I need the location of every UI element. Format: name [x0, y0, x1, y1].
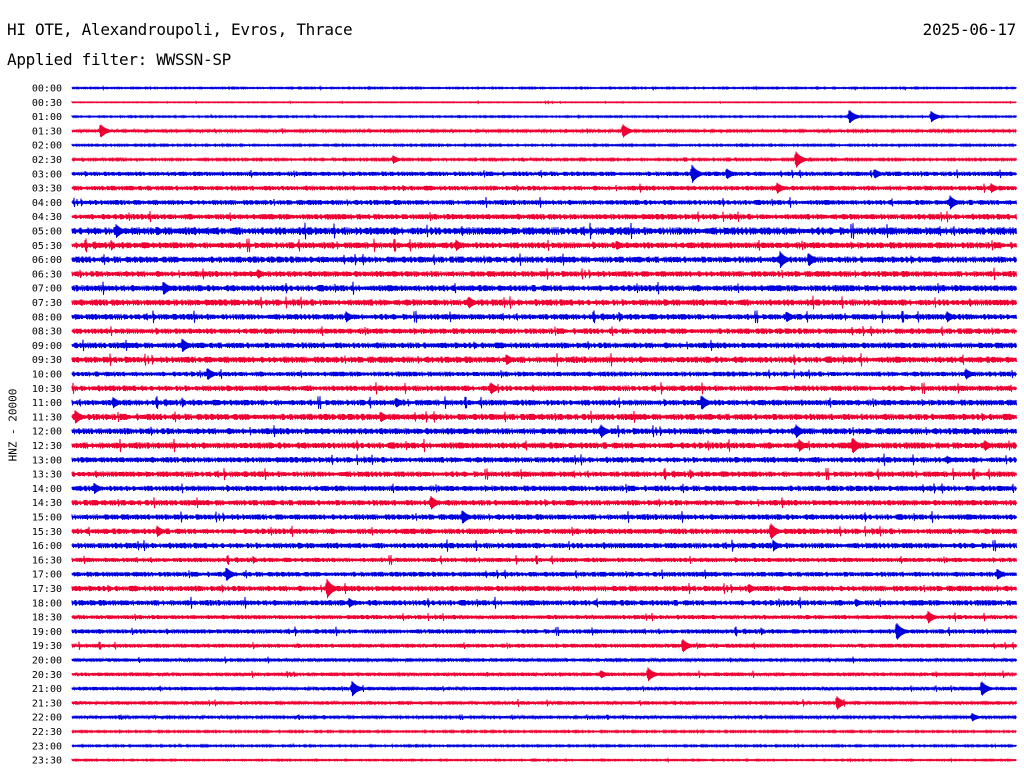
- time-label: 18:30: [32, 613, 62, 624]
- seismic-trace: [71, 623, 1017, 640]
- time-label: 07:30: [32, 298, 62, 309]
- time-label: 16:30: [32, 555, 62, 566]
- time-label: 05:00: [32, 227, 62, 238]
- time-label: 22:30: [32, 727, 62, 738]
- time-label: 18:00: [32, 598, 62, 609]
- seismic-trace: [71, 211, 1017, 223]
- plot-date: 2025-06-17: [922, 20, 1017, 39]
- time-label: 01:30: [32, 126, 62, 137]
- time-label: 10:00: [32, 370, 62, 381]
- seismic-trace: [71, 578, 1017, 599]
- seismic-trace: [71, 596, 1017, 609]
- time-label: 21:30: [32, 698, 62, 709]
- seismic-trace: [71, 510, 1017, 524]
- station-title: HI OTE, Alexandroupoli, Evros, Thrace: [7, 20, 353, 39]
- time-label: 16:00: [32, 541, 62, 552]
- time-label: 07:00: [32, 284, 62, 295]
- seismic-trace: [71, 610, 1017, 624]
- time-label: 23:30: [32, 756, 62, 767]
- time-label: 13:00: [32, 455, 62, 466]
- filter-label: Applied filter: WWSSN-SP: [7, 50, 231, 69]
- seismic-trace: [71, 326, 1017, 337]
- time-label: 10:30: [32, 384, 62, 395]
- time-label: 15:30: [32, 527, 62, 538]
- seismic-trace: [71, 164, 1017, 183]
- time-label: 02:00: [32, 141, 62, 152]
- seismic-trace: [71, 395, 1017, 410]
- time-label: 03:30: [32, 184, 62, 195]
- time-label: 14:30: [32, 498, 62, 509]
- seismic-trace: [71, 222, 1017, 240]
- time-label: 04:30: [32, 212, 62, 223]
- time-label: 09:00: [32, 341, 62, 352]
- seismic-trace: [71, 410, 1017, 424]
- time-label: 08:30: [32, 327, 62, 338]
- time-label: 17:00: [32, 570, 62, 581]
- time-label: 19:30: [32, 641, 62, 652]
- time-label: 11:30: [32, 412, 62, 423]
- seismic-trace: [71, 453, 1017, 466]
- seismic-trace: [71, 656, 1017, 664]
- time-label: 22:00: [32, 713, 62, 724]
- time-label: 09:30: [32, 355, 62, 366]
- time-label: 06:00: [32, 255, 62, 266]
- seismic-trace: [71, 368, 1017, 380]
- time-label: 20:00: [32, 656, 62, 667]
- time-label: 06:30: [32, 269, 62, 280]
- seismic-trace: [71, 539, 1017, 552]
- time-label: 19:00: [32, 627, 62, 638]
- time-label: 05:30: [32, 241, 62, 252]
- seismic-trace: [71, 554, 1017, 565]
- seismic-trace: [71, 238, 1017, 253]
- time-label: 03:00: [32, 169, 62, 180]
- seismic-trace: [71, 567, 1017, 581]
- time-label: 17:30: [32, 584, 62, 595]
- time-label: 21:00: [32, 684, 62, 695]
- time-label: 12:00: [32, 427, 62, 438]
- time-label: 12:30: [32, 441, 62, 452]
- seismic-trace: [71, 382, 1017, 395]
- seismic-trace: [71, 523, 1017, 540]
- seismic-trace: [71, 281, 1017, 295]
- time-label: 14:00: [32, 484, 62, 495]
- seismic-trace: [71, 267, 1017, 281]
- time-label: 20:30: [32, 670, 62, 681]
- seismic-trace: [71, 495, 1017, 510]
- seismic-trace: [71, 437, 1017, 454]
- time-label: 00:30: [32, 98, 62, 109]
- time-label: 01:00: [32, 112, 62, 123]
- seismic-trace: [71, 338, 1017, 352]
- time-label: 15:00: [32, 513, 62, 524]
- time-label: 02:30: [32, 155, 62, 166]
- seismic-trace: [71, 424, 1017, 438]
- time-label: 11:00: [32, 398, 62, 409]
- seismic-trace: [71, 251, 1017, 269]
- seismic-trace: [71, 482, 1017, 494]
- seismic-trace: [71, 182, 1017, 194]
- time-label: 23:00: [32, 741, 62, 752]
- seismic-trace: [71, 295, 1017, 310]
- seismic-trace: [71, 310, 1017, 324]
- seismic-trace: [71, 195, 1017, 210]
- time-label: 04:00: [32, 198, 62, 209]
- seismic-trace: [71, 667, 1017, 682]
- time-label: 08:00: [32, 312, 62, 323]
- seismic-trace: [71, 681, 1017, 697]
- seismic-trace: [71, 467, 1017, 481]
- seismic-trace: [71, 353, 1017, 367]
- time-label: 13:30: [32, 470, 62, 481]
- time-label: 00:00: [32, 84, 62, 95]
